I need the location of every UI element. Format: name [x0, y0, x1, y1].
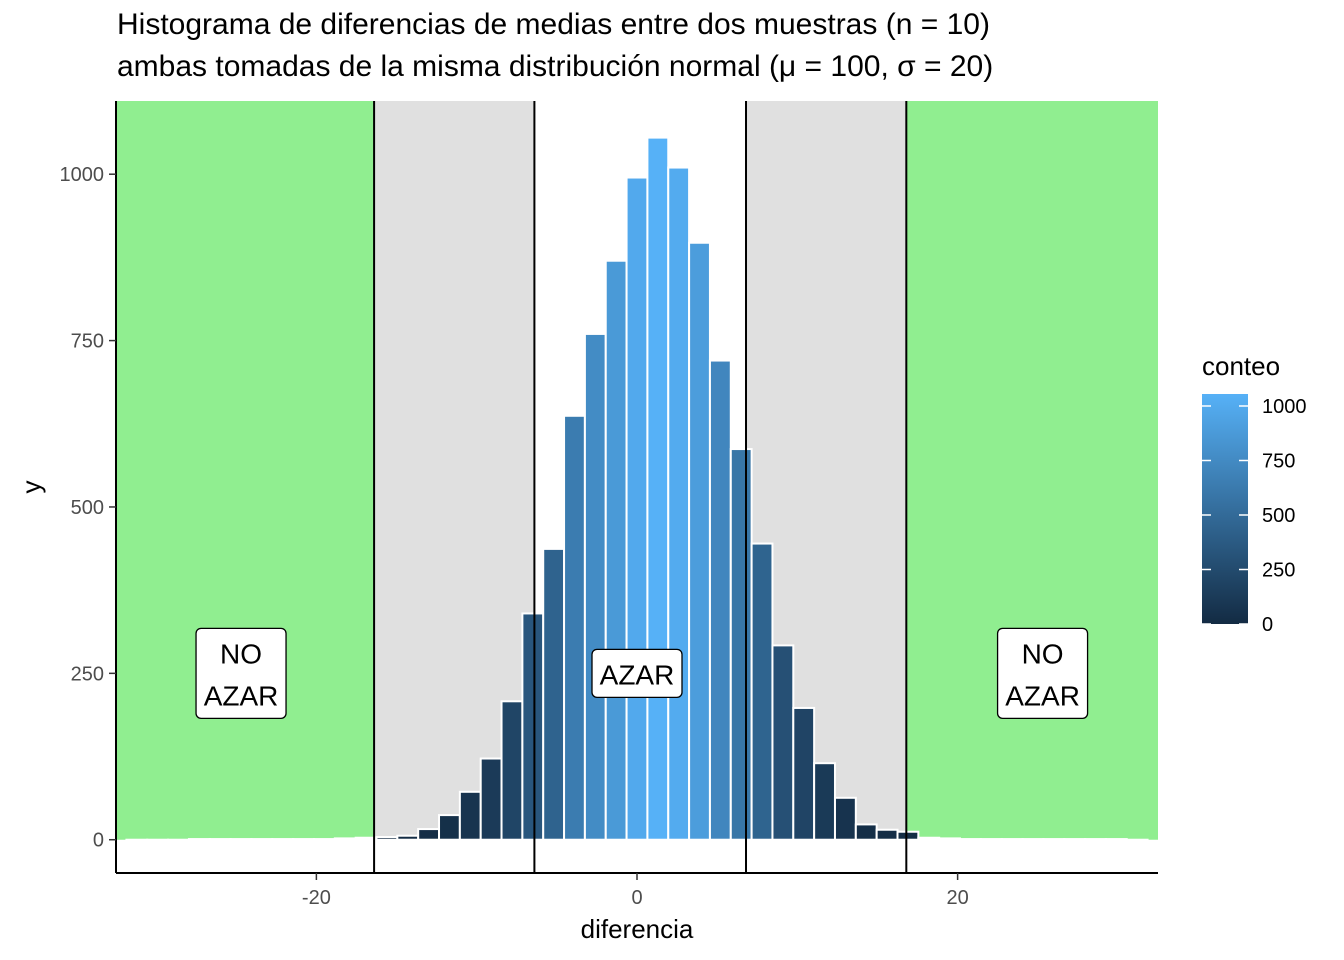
x-tick-label: 0	[631, 887, 642, 909]
histogram-bar	[1063, 838, 1087, 841]
label-box	[996, 627, 1089, 719]
histogram-bar	[896, 830, 920, 841]
axes-layer: 0 250 500 750 1000 -20 0 20 diferencia y	[16, 101, 1158, 944]
y-tick-label: 0	[93, 830, 104, 852]
histogram-bar	[1021, 838, 1045, 841]
histogram-bar	[854, 823, 878, 841]
label-box	[195, 627, 287, 719]
histogram-bar	[729, 448, 753, 841]
histogram-bar	[375, 836, 399, 841]
vlines-layer	[373, 101, 908, 873]
histogram-bar	[667, 166, 691, 841]
histogram-bar	[750, 542, 774, 841]
histogram-bar	[833, 796, 857, 841]
legend-tick-label: 250	[1262, 559, 1295, 581]
histogram-bar	[708, 359, 732, 841]
region-no-azar	[116, 101, 375, 840]
annotations-layer: NO AZAR AZAR NO AZAR	[195, 627, 1089, 719]
histogram-bar	[813, 762, 836, 841]
legend-tick-label: 750	[1262, 450, 1295, 472]
annotation-label: NO AZAR	[996, 627, 1089, 719]
histogram-bar	[542, 547, 566, 841]
histogram-bar	[292, 838, 315, 841]
y-tick-label: 500	[71, 497, 104, 519]
histogram-bar	[938, 837, 962, 841]
histogram-bar	[604, 259, 628, 841]
histogram-bar	[250, 838, 274, 841]
annotation-label: AZAR	[591, 648, 683, 698]
histogram-bar	[417, 828, 441, 841]
x-axis-title: diferencia	[581, 914, 694, 944]
legend-colorbar	[1202, 394, 1248, 624]
label-text: NO	[220, 638, 262, 669]
y-axis-title: y	[16, 481, 46, 494]
histogram-bar	[271, 838, 295, 841]
annotation-label: NO AZAR	[195, 627, 287, 719]
y-tick-label: 1000	[60, 164, 105, 186]
legend-tick-label: 500	[1262, 505, 1295, 527]
legend: conteo 0 250 500 750 1000	[1202, 351, 1307, 636]
chart-subtitle: ambas tomadas de la misma distribución n…	[117, 50, 994, 83]
chart-title: Histograma de diferencias de medias entr…	[117, 8, 990, 41]
histogram-bar	[1000, 838, 1024, 841]
histogram-bar	[959, 838, 982, 841]
histogram-bar	[229, 838, 253, 841]
histogram-bar	[688, 241, 711, 841]
histogram-bar	[500, 700, 524, 841]
histogram-bar	[521, 612, 545, 841]
histogram-bar	[438, 814, 461, 841]
legend-tick-label: 0	[1262, 614, 1273, 636]
histogram-bar	[875, 828, 899, 841]
histogram-bar	[479, 757, 503, 841]
legend-tick-label: 1000	[1262, 396, 1307, 418]
x-tick-label: 20	[946, 887, 968, 909]
histogram-bar	[312, 838, 336, 841]
histogram-bar	[1104, 838, 1128, 841]
histogram-bar	[1084, 838, 1107, 841]
histogram-bar	[458, 790, 482, 841]
histogram-bar	[979, 838, 1003, 841]
legend-title: conteo	[1202, 351, 1280, 381]
histogram-bar	[208, 838, 232, 841]
x-tick-label: -20	[302, 887, 331, 909]
label-text: AZAR	[600, 659, 675, 690]
y-tick-label: 750	[71, 331, 104, 353]
region-no-azar	[906, 101, 1158, 840]
label-text: NO	[1022, 638, 1064, 669]
histogram-bar	[646, 136, 670, 841]
histogram-bar	[563, 414, 586, 841]
y-tick-label: 250	[71, 663, 104, 685]
histogram-bar	[625, 176, 649, 841]
label-text: AZAR	[1005, 680, 1080, 711]
label-box	[591, 648, 683, 698]
label-text: AZAR	[204, 680, 279, 711]
histogram-bar	[792, 706, 816, 841]
histogram-bar	[583, 332, 607, 841]
histogram-bar	[396, 834, 420, 841]
histogram-bar	[333, 837, 357, 841]
histogram-bar	[771, 644, 795, 841]
histogram-bar	[1042, 838, 1066, 841]
histogram-bar	[917, 836, 941, 841]
histogram-bar	[187, 838, 211, 841]
